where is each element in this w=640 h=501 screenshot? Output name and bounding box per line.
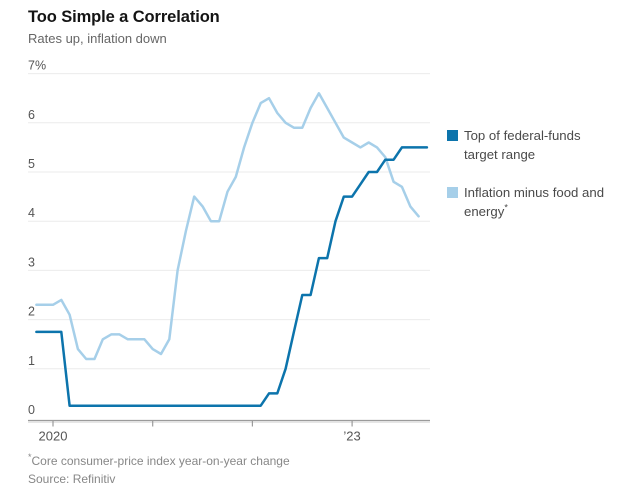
footnote-block: *Core consumer-price index year-on-year … [28,452,290,488]
legend-item-fed-funds: Top of federal-funds target range [447,126,605,164]
footnote-note: *Core consumer-price index year-on-year … [28,452,290,469]
inflation-line [35,92,420,361]
x-axis-label: 2020 [39,429,68,444]
fed-funds-line [35,146,429,407]
footnote-marker: * [504,202,508,213]
footnote-marker: * [28,452,32,462]
footnote-source: Source: Refinitiv [28,472,116,486]
y-axis-label: 3 [28,255,35,269]
legend-label-inflation: Inflation minus food and energy* [464,185,605,219]
y-axis-label: 7% [28,59,46,73]
y-axis-label: 1 [28,354,35,368]
legend-item-inflation: Inflation minus food and energy* [447,183,605,221]
y-axis-label: 2 [28,305,35,319]
legend-swatch-fed-funds [447,130,458,141]
x-axis-label: ’23 [343,429,360,444]
legend-label-fed-funds: Top of federal-funds target range [464,128,581,162]
y-axis-label: 6 [28,108,35,122]
chart-title: Too Simple a Correlation [28,8,220,26]
legend: Top of federal-funds target range Inflat… [447,126,605,221]
y-axis-label: 5 [28,157,35,171]
legend-swatch-inflation [447,187,458,198]
y-axis-label: 4 [28,206,35,220]
chart-subtitle: Rates up, inflation down [28,31,167,46]
y-axis-label: 0 [28,403,35,417]
